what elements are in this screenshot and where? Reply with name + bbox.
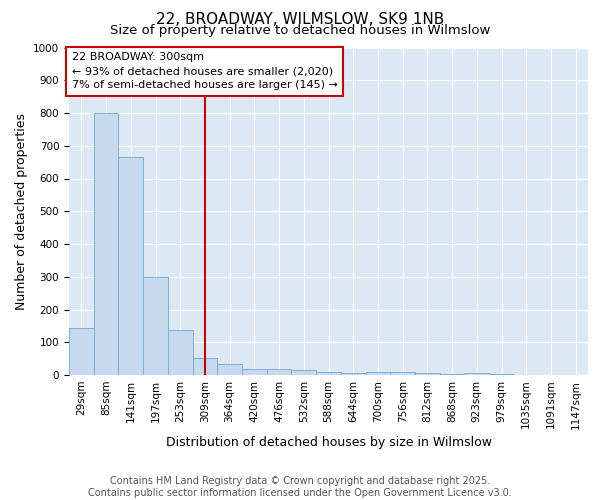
Bar [316, 372, 341, 375]
Bar [168, 330, 193, 375]
Bar [489, 374, 514, 375]
Bar [118, 157, 143, 375]
Y-axis label: Number of detached properties: Number of detached properties [14, 113, 28, 310]
Bar [94, 113, 118, 375]
Bar [440, 374, 464, 375]
Bar [193, 358, 217, 375]
Text: Contains HM Land Registry data © Crown copyright and database right 2025.
Contai: Contains HM Land Registry data © Crown c… [88, 476, 512, 498]
Bar [464, 374, 489, 375]
Bar [390, 372, 415, 375]
Bar [415, 374, 440, 375]
Text: Size of property relative to detached houses in Wilmslow: Size of property relative to detached ho… [110, 24, 490, 37]
Bar [341, 374, 365, 375]
Bar [242, 369, 267, 375]
Bar [143, 277, 168, 375]
Bar [292, 370, 316, 375]
Text: 22, BROADWAY, WILMSLOW, SK9 1NB: 22, BROADWAY, WILMSLOW, SK9 1NB [156, 12, 444, 28]
Bar [217, 364, 242, 375]
Bar [267, 369, 292, 375]
Bar [69, 328, 94, 375]
X-axis label: Distribution of detached houses by size in Wilmslow: Distribution of detached houses by size … [166, 436, 491, 448]
Bar [365, 372, 390, 375]
Text: 22 BROADWAY: 300sqm
← 93% of detached houses are smaller (2,020)
7% of semi-deta: 22 BROADWAY: 300sqm ← 93% of detached ho… [71, 52, 337, 90]
